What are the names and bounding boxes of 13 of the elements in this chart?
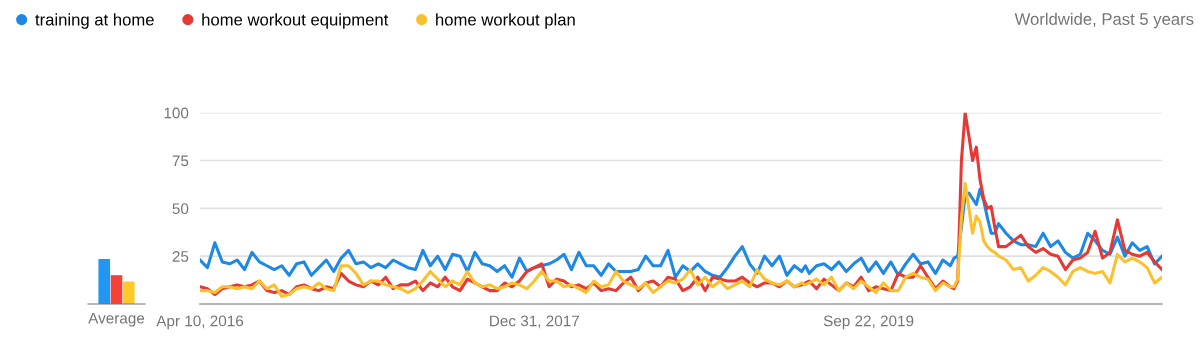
line-series [200,181,1162,298]
y-tick-label: 100 [164,107,189,119]
text: Worldwide, Past 5 years [1014,12,1194,29]
x-tick-label: Average [88,312,145,327]
x-tick-label: Apr 10, 2016 [156,315,244,330]
legend-label: training at home [35,13,154,29]
x-tick-label: Sep 22, 2019 [823,315,914,330]
y-tick-label: 50 [172,203,189,215]
legend-label: home workout equipment [202,13,389,29]
legend-label: home workout plan [436,13,575,29]
y-tick-label: 25 [172,251,189,262]
y-tick-label: 75 [172,155,189,167]
x-tick-label: Dec 31, 2017 [490,315,579,329]
